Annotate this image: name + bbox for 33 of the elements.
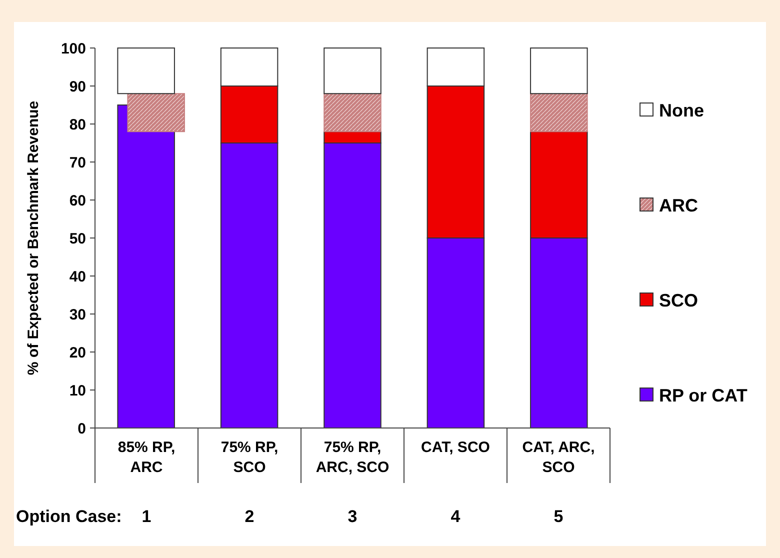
bar [530, 48, 588, 94]
y-tick-label: 90 [69, 78, 86, 96]
y-tick-label: 80 [69, 116, 86, 134]
x-tick-label: CAT, ARC, SCO [522, 439, 595, 476]
bar [117, 104, 175, 428]
y-tick-label: 100 [60, 40, 86, 58]
bar [324, 48, 382, 94]
text: 4 [450, 507, 461, 526]
legend-label: SCO [659, 290, 698, 310]
text: Option Case: [16, 507, 122, 526]
x-tick-label: 85% RP, ARC [118, 439, 176, 476]
y-tick-label: 40 [69, 268, 86, 286]
y-tick-label: 50 [69, 230, 86, 248]
x-tick-label: 75% RP, SCO [220, 439, 278, 476]
legend-label: None [659, 100, 704, 120]
text: 1 [142, 507, 152, 526]
text: 5 [554, 507, 564, 526]
y-tick-label: 20 [69, 344, 86, 362]
y-axis-title: % of Expected or Benchmark Revenue [25, 100, 42, 376]
legend-label: ARC [659, 195, 698, 216]
y-tick-label: 60 [69, 192, 86, 210]
y-tick-label: 70 [69, 154, 86, 172]
text: 3 [348, 507, 358, 526]
x-tick-label: 75% RP, ARC, SCO [316, 439, 390, 476]
bar [324, 93, 382, 132]
bar [117, 48, 175, 94]
legend-label: RP or CAT [659, 385, 748, 406]
y-tick-label: 30 [69, 306, 86, 324]
y-tick-label: 0 [78, 420, 86, 438]
text: 2 [244, 507, 254, 526]
bar [530, 93, 588, 132]
y-tick-label: 10 [69, 382, 86, 400]
x-tick-label: CAT, SCO [421, 439, 490, 456]
